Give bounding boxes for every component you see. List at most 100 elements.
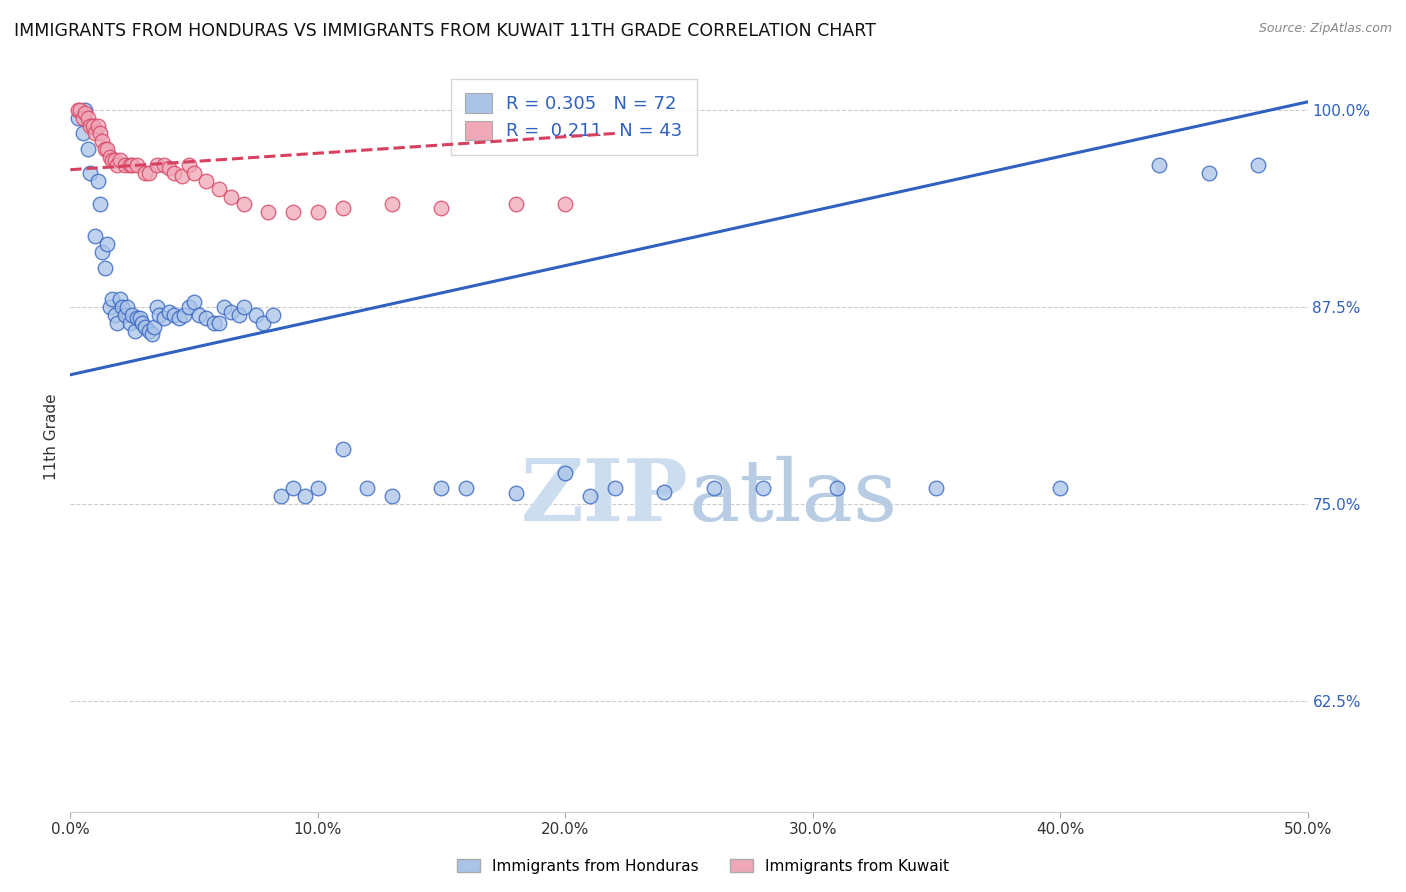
Point [148, 308, 170, 322]
Point [356, 481, 378, 495]
Point [603, 481, 626, 495]
Point [925, 481, 948, 495]
Point [157, 161, 180, 175]
Point [252, 316, 274, 330]
Point [232, 197, 254, 211]
Point [262, 308, 284, 322]
Point [505, 486, 527, 500]
Point [173, 308, 195, 322]
Point [86, 119, 108, 133]
Point [105, 316, 128, 330]
Point [281, 481, 304, 495]
Point [579, 489, 602, 503]
Point [554, 197, 576, 211]
Point [257, 205, 280, 219]
Point [79, 166, 101, 180]
Point [89, 197, 111, 211]
Point [134, 166, 156, 180]
Point [212, 300, 235, 314]
Point [111, 300, 134, 314]
Point [82, 119, 104, 133]
Point [245, 308, 267, 322]
Text: ZIP: ZIP [522, 455, 689, 539]
Point [72, 127, 94, 141]
Point [332, 442, 354, 456]
Point [128, 310, 150, 325]
Point [94, 260, 117, 275]
Point [153, 158, 176, 172]
Point [157, 304, 180, 318]
Point [121, 158, 143, 172]
Point [84, 127, 107, 141]
Point [104, 308, 127, 322]
Point [66, 103, 89, 117]
Point [703, 481, 725, 495]
Text: IMMIGRANTS FROM HONDURAS VS IMMIGRANTS FROM KUWAIT 11TH GRADE CORRELATION CHART: IMMIGRANTS FROM HONDURAS VS IMMIGRANTS F… [14, 22, 876, 40]
Point [118, 158, 141, 172]
Point [84, 229, 107, 244]
Point [66, 111, 89, 125]
Point [281, 205, 304, 219]
Point [456, 481, 478, 495]
Point [652, 484, 675, 499]
Point [98, 300, 121, 314]
Point [127, 310, 149, 325]
Point [219, 304, 242, 318]
Point [91, 244, 114, 259]
Point [96, 236, 118, 251]
Y-axis label: 11th Grade: 11th Grade [44, 393, 59, 481]
Point [183, 295, 205, 310]
Legend: Immigrants from Honduras, Immigrants from Kuwait: Immigrants from Honduras, Immigrants fro… [451, 853, 955, 880]
Point [82, 119, 104, 133]
Point [195, 174, 218, 188]
Point [208, 316, 231, 330]
Point [115, 300, 138, 314]
Point [430, 201, 453, 215]
Point [554, 466, 576, 480]
Point [430, 481, 453, 495]
Point [177, 158, 200, 172]
Point [183, 166, 205, 180]
Point [76, 111, 98, 125]
Point [69, 103, 91, 117]
Point [228, 308, 250, 322]
Point [1147, 158, 1170, 172]
Point [131, 316, 153, 330]
Point [127, 158, 149, 172]
Point [332, 201, 354, 215]
Point [202, 316, 225, 330]
Point [505, 197, 527, 211]
Point [76, 142, 98, 156]
Point [89, 127, 111, 141]
Point [143, 320, 166, 334]
Point [752, 481, 775, 495]
Point [96, 142, 118, 156]
Point [1198, 166, 1220, 180]
Point [75, 103, 97, 117]
Point [307, 481, 329, 495]
Point [114, 158, 136, 172]
Point [270, 489, 292, 503]
Point [219, 189, 242, 203]
Point [79, 119, 101, 133]
Point [94, 142, 117, 156]
Point [118, 316, 141, 330]
Point [153, 310, 176, 325]
Point [124, 324, 146, 338]
Legend: R = 0.305   N = 72, R =  0.211   N = 43: R = 0.305 N = 72, R = 0.211 N = 43 [450, 79, 697, 155]
Point [105, 158, 128, 172]
Point [170, 169, 193, 183]
Point [146, 300, 169, 314]
Point [108, 153, 131, 168]
Point [138, 166, 160, 180]
Point [114, 308, 136, 322]
Point [141, 326, 163, 341]
Point [138, 324, 160, 338]
Point [381, 197, 404, 211]
Point [134, 320, 156, 334]
Point [101, 292, 124, 306]
Point [91, 134, 114, 148]
Point [827, 481, 849, 495]
Point [75, 106, 97, 120]
Point [294, 489, 316, 503]
